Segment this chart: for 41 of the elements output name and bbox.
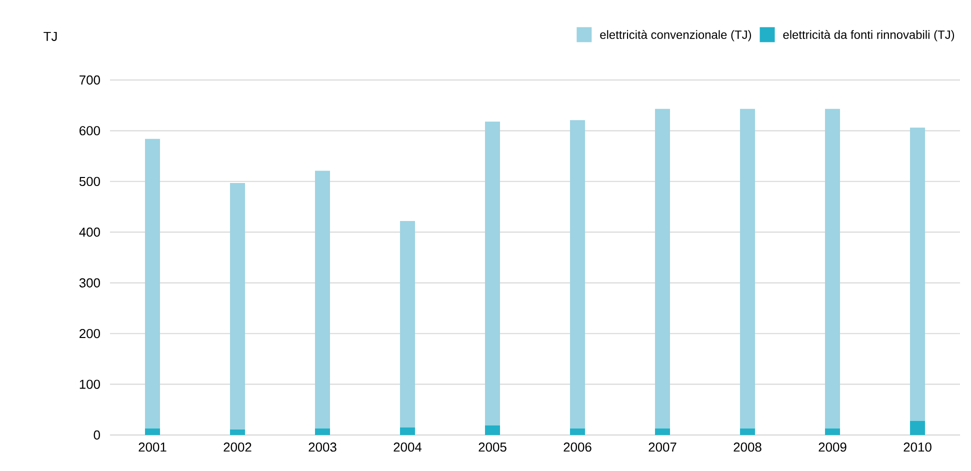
bar: [825, 428, 840, 435]
y-tick-label: 100: [80, 380, 100, 389]
x-tick-label: 2006: [564, 442, 592, 452]
y-tick-label: 200: [80, 328, 100, 338]
bar: [570, 120, 586, 428]
bar: [400, 427, 416, 435]
x-tick-label: 2007: [648, 442, 676, 452]
x-tick-label: 2008: [734, 442, 762, 452]
x-tick-label: 2004: [394, 442, 422, 452]
bar: [400, 220, 416, 428]
bar: [740, 108, 756, 428]
legend-label: elettricità convenzionale (TJ): [600, 30, 752, 42]
bar: [485, 122, 500, 426]
x-tick-label: 2010: [904, 442, 932, 452]
y-tick-label: 0: [94, 430, 100, 440]
bar: [655, 108, 670, 428]
bar: [655, 428, 670, 435]
y-tick-label: 600: [80, 126, 100, 136]
bar: [570, 428, 586, 435]
y-tick-label: 700: [80, 75, 100, 85]
x-tick-label: 2009: [818, 442, 846, 452]
legend-label: elettricità da fonti rinnovabili (TJ): [783, 30, 954, 42]
bar: [230, 429, 246, 435]
y-tick-label: 300: [79, 278, 100, 288]
bar: [315, 170, 330, 428]
y-tick-label: 500: [79, 176, 100, 186]
bar: [315, 428, 330, 435]
bar: [145, 138, 160, 428]
x-tick-label: 2003: [308, 442, 336, 452]
x-tick-label: 2001: [138, 442, 166, 452]
bar: [230, 182, 246, 430]
bar: [825, 108, 840, 428]
bar: [910, 128, 926, 421]
y-axis-title: TJ: [44, 32, 57, 41]
x-tick-label: 2002: [224, 442, 252, 452]
y-tick-label: 400: [79, 228, 100, 237]
x-tick-label: 2005: [478, 442, 506, 452]
bar: [910, 420, 926, 435]
bar: [740, 428, 756, 435]
bar: [145, 428, 160, 435]
bar: [485, 425, 500, 435]
